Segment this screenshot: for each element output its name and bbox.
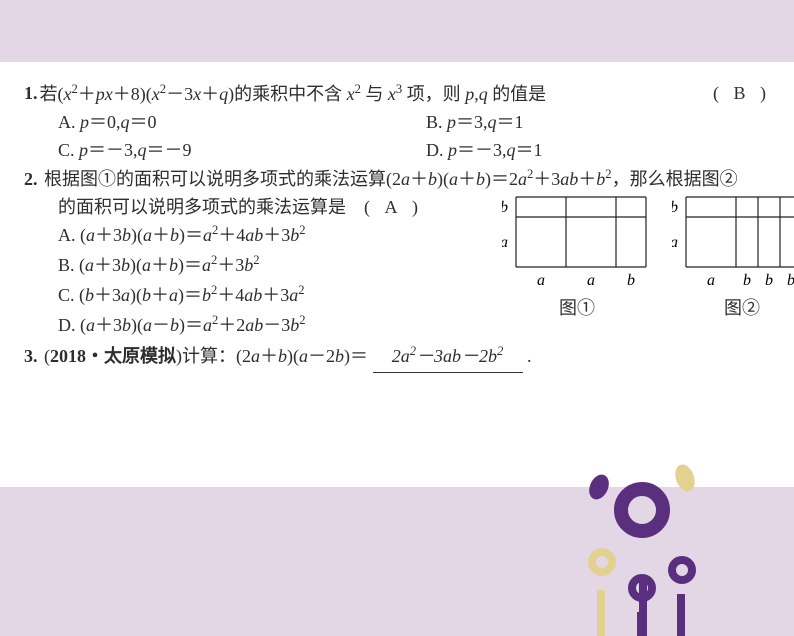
- q2-answer: A: [385, 197, 398, 217]
- q1-option-a: A. p＝0,q＝0: [58, 109, 426, 137]
- q3-blank-answer: 2a2－3ab－2b2: [373, 342, 523, 373]
- svg-text:a: a: [672, 234, 678, 251]
- q1-answer: B: [733, 83, 745, 103]
- q1-answer-paren: ( B ): [713, 80, 766, 108]
- svg-text:a: a: [537, 272, 545, 289]
- q1-stem: 若(x2＋px＋8)(x2－3x＋q)的乘积中不含 x2 与 x3 项，则 p,…: [40, 80, 547, 109]
- q2-figure2-svg: baabbb: [672, 193, 794, 291]
- q3-number: 3.: [24, 346, 38, 366]
- q1-paren-right: ): [760, 83, 766, 103]
- q3-prefix: (2018・太原模拟)计算：(2a＋b)(a－2b)＝: [44, 346, 368, 366]
- svg-text:b: b: [743, 272, 751, 289]
- svg-text:a: a: [707, 272, 715, 289]
- svg-text:b: b: [787, 272, 794, 289]
- q1-number: 1.: [24, 80, 38, 109]
- q3-suffix: .: [527, 346, 532, 366]
- q2-number: 2.: [24, 169, 38, 189]
- q2-option-a: A. (a＋3b)(a＋b)＝a2＋4ab＋3b2: [58, 221, 774, 250]
- svg-text:a: a: [502, 234, 508, 251]
- q1-paren-left: (: [713, 83, 719, 103]
- q2-option-b: B. (a＋3b)(a＋b)＝a2＋3b2: [58, 251, 774, 280]
- decorative-plant-icon: [554, 436, 754, 596]
- q2-answer-paren: ( A ): [351, 194, 419, 222]
- svg-text:b: b: [672, 199, 678, 216]
- q1-options-row2: C. p＝－3,q＝－9 D. p＝－3,q＝1: [58, 137, 774, 165]
- q1-option-b: B. p＝3,q＝1: [426, 109, 774, 137]
- svg-text:b: b: [502, 199, 508, 216]
- q2-line1: 2. 根据图①的面积可以说明多项式的乘法运算(2a＋b)(a＋b)＝2a2＋3a…: [24, 165, 774, 194]
- q2-paren-left: (: [364, 197, 370, 217]
- q2-figure2-caption: 图②: [724, 295, 760, 323]
- q2-stem-line1: 根据图①的面积可以说明多项式的乘法运算(2a＋b)(a＋b)＝2a2＋3ab＋b…: [44, 169, 738, 189]
- q2-option-d: D. (a＋3b)(a－b)＝a2＋2ab－3b2: [58, 311, 774, 340]
- q2-option-c: C. (b＋3a)(b＋a)＝b2＋4ab＋3a2: [58, 281, 774, 310]
- q2-stem-line2: 的面积可以说明多项式的乘法运算是: [58, 197, 346, 217]
- q3-row: 3. (2018・太原模拟)计算：(2a＋b)(a－2b)＝ 2a2－3ab－2…: [24, 342, 774, 373]
- q2-line2: 的面积可以说明多项式的乘法运算是 ( A ): [58, 194, 774, 222]
- q2-figure2: baabbb 图②: [672, 193, 794, 323]
- q2-figure1: b a a a b 图①: [502, 193, 652, 323]
- q1-option-d: D. p＝－3,q＝1: [426, 137, 774, 165]
- q1-options-row1: A. p＝0,q＝0 B. p＝3,q＝1: [58, 109, 774, 137]
- q1-option-c: C. p＝－3,q＝－9: [58, 137, 426, 165]
- q2-paren-right: ): [412, 197, 418, 217]
- worksheet-sheet: 1. 若(x2＋px＋8)(x2－3x＋q)的乘积中不含 x2 与 x3 项，则…: [0, 62, 794, 487]
- svg-text:a: a: [587, 272, 595, 289]
- q2-figure1-caption: 图①: [559, 295, 595, 323]
- svg-text:b: b: [627, 272, 635, 289]
- q2-wrap: 2. 根据图①的面积可以说明多项式的乘法运算(2a＋b)(a＋b)＝2a2＋3a…: [24, 165, 774, 340]
- q2-options: A. (a＋3b)(a＋b)＝a2＋4ab＋3b2 B. (a＋3b)(a＋b)…: [58, 221, 774, 340]
- q1-stem-row: 1. 若(x2＋px＋8)(x2－3x＋q)的乘积中不含 x2 与 x3 项，则…: [24, 80, 774, 109]
- q2-figure1-svg: b a a a b: [502, 193, 652, 291]
- svg-text:b: b: [765, 272, 773, 289]
